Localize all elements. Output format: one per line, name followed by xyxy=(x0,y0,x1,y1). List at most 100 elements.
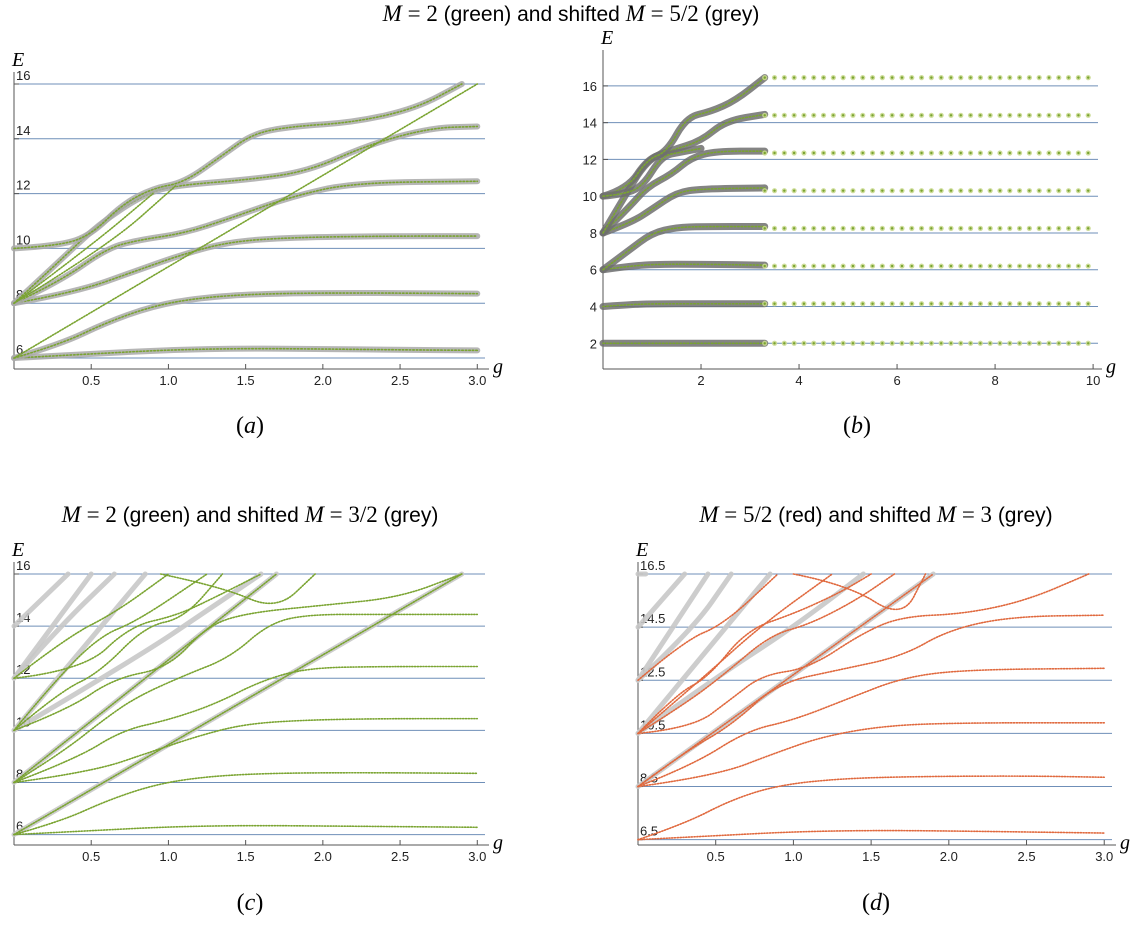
level-dot xyxy=(1067,342,1070,345)
level-dot xyxy=(851,264,855,268)
level-dot xyxy=(1008,189,1011,192)
level-dot xyxy=(979,189,982,192)
series-line xyxy=(602,147,702,197)
level-dot xyxy=(861,227,864,230)
level-dot xyxy=(802,151,806,155)
level-dot xyxy=(1008,114,1011,117)
level-dot xyxy=(1047,227,1051,230)
level-dot xyxy=(851,302,855,305)
level-dot xyxy=(881,189,884,192)
y-tick-label: 6 xyxy=(16,819,23,834)
series-line xyxy=(13,347,479,359)
level-dot xyxy=(900,342,904,345)
x-tick-label: 4 xyxy=(795,373,802,388)
level-dot xyxy=(1086,76,1090,79)
reference-lines xyxy=(14,573,485,836)
y-tick-label: 14 xyxy=(583,116,597,131)
y-tick-label: 16 xyxy=(16,68,30,83)
title-part-t2: (grey) xyxy=(383,504,438,527)
level-dot xyxy=(802,342,806,345)
title-part-m2: M xyxy=(625,1,647,26)
level-dot xyxy=(1018,264,1021,268)
level-dot xyxy=(949,114,953,117)
chart-title: M = 5/2 (red) and shifted M = 3 (grey) xyxy=(698,502,1052,527)
y-tick-label: 10 xyxy=(583,189,597,204)
level-dot xyxy=(1086,302,1090,305)
level-dot xyxy=(812,76,815,79)
series-line xyxy=(13,83,479,359)
level-dot xyxy=(792,76,796,79)
panel-caption: (c) xyxy=(237,890,264,916)
level-dot xyxy=(1047,189,1051,192)
level-dot xyxy=(1047,264,1051,268)
level-dot xyxy=(979,342,982,345)
series-line xyxy=(13,771,479,836)
level-dot xyxy=(900,76,904,79)
level-dot xyxy=(851,342,855,345)
x-tick-label: 0.5 xyxy=(82,373,100,388)
level-dot xyxy=(1018,151,1021,155)
level-dot xyxy=(812,302,815,305)
level-dot xyxy=(1037,302,1041,305)
series-line xyxy=(13,573,463,836)
level-dot xyxy=(1057,76,1060,79)
level-dot xyxy=(900,189,904,192)
title-part-m2: M xyxy=(936,502,958,527)
x-tick-label: 0.5 xyxy=(707,849,725,864)
series-line-grey xyxy=(11,571,71,629)
level-dot xyxy=(871,114,874,117)
dotted-levels xyxy=(762,75,1091,346)
level-dot xyxy=(930,76,933,79)
x-tick-label: 2.5 xyxy=(1017,849,1035,864)
level-dot xyxy=(822,302,825,305)
level-dot xyxy=(1067,264,1070,268)
level-dot xyxy=(920,264,923,268)
level-dot xyxy=(1028,114,1031,117)
x-tick-label: 10 xyxy=(1086,373,1100,388)
title-part-t2: (grey) xyxy=(998,504,1053,527)
title-part-eq1: = 2 xyxy=(81,502,123,527)
series-line xyxy=(602,302,766,308)
level-dot xyxy=(979,114,982,117)
level-dot xyxy=(930,302,933,305)
level-dot xyxy=(1067,76,1070,79)
level-dot xyxy=(861,342,864,345)
level-dot xyxy=(1086,151,1090,155)
level-dot xyxy=(998,189,1002,192)
level-dot xyxy=(841,302,845,305)
level-dot xyxy=(871,264,874,268)
level-dot xyxy=(890,227,894,230)
x-tick-label: 2.0 xyxy=(314,373,332,388)
level-dot xyxy=(930,114,933,117)
level-dot xyxy=(881,114,884,117)
y-tick-label: 12 xyxy=(583,152,597,167)
level-dot xyxy=(832,151,835,155)
level-dot xyxy=(998,342,1002,345)
series-line xyxy=(13,573,262,680)
title-part-eq1: = 5/2 xyxy=(719,502,779,527)
level-dot xyxy=(763,302,766,305)
caption-close: ) xyxy=(882,890,890,916)
title-part-t1: (green) and shifted xyxy=(123,504,305,527)
level-dot xyxy=(773,302,776,305)
level-dot xyxy=(792,189,796,192)
x-tick-label: 8 xyxy=(991,373,998,388)
level-dot xyxy=(783,114,786,117)
level-dot xyxy=(851,189,855,192)
level-dot xyxy=(890,302,894,305)
level-dot xyxy=(783,264,786,268)
series-line xyxy=(637,721,1106,788)
level-dot xyxy=(969,342,972,345)
level-dot xyxy=(871,227,874,230)
series-line xyxy=(637,775,1106,841)
title-part-eq2: = 3 xyxy=(956,502,998,527)
panel-caption: (b) xyxy=(843,413,871,439)
series-group xyxy=(11,81,481,362)
level-dot xyxy=(871,76,874,79)
series-line xyxy=(13,613,479,784)
title-part-m1: M xyxy=(61,502,83,527)
level-dot xyxy=(939,76,943,79)
level-dot xyxy=(783,342,786,345)
level-dot xyxy=(773,114,776,117)
series-line xyxy=(13,180,479,305)
